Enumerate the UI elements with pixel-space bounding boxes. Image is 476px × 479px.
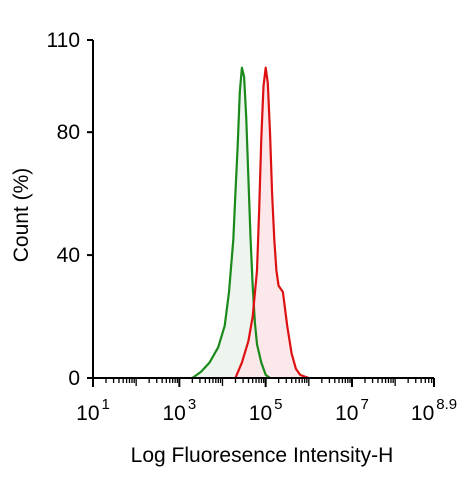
- y-ticks: 0 40 80 110: [47, 29, 93, 390]
- y-axis-label: Count (%): [10, 168, 33, 263]
- y-tick-label: 80: [57, 121, 80, 144]
- series-2-line: [234, 66, 310, 380]
- y-tick-label: 110: [47, 29, 80, 52]
- x-tick-label: 10 8.9: [411, 396, 457, 425]
- x-tick-label: 10 7: [335, 396, 369, 425]
- series-1-line: [191, 66, 271, 379]
- series-1-fill: [192, 67, 270, 378]
- x-ticks: 10 1 10 3 10 5 10 7 10 8.9: [76, 378, 457, 425]
- series-2-fill: [235, 67, 309, 378]
- y-tick-label: 0: [68, 367, 80, 390]
- x-tick-label: 10 3: [162, 396, 196, 425]
- series-fills: [192, 67, 309, 378]
- x-tick-label: 10 1: [76, 396, 110, 425]
- x-axis-label: Log Fluoresence Intensity-H: [131, 444, 394, 467]
- x-tick-label: 10 5: [249, 396, 283, 425]
- y-tick-label: 40: [57, 244, 80, 267]
- series-lines: [191, 66, 310, 380]
